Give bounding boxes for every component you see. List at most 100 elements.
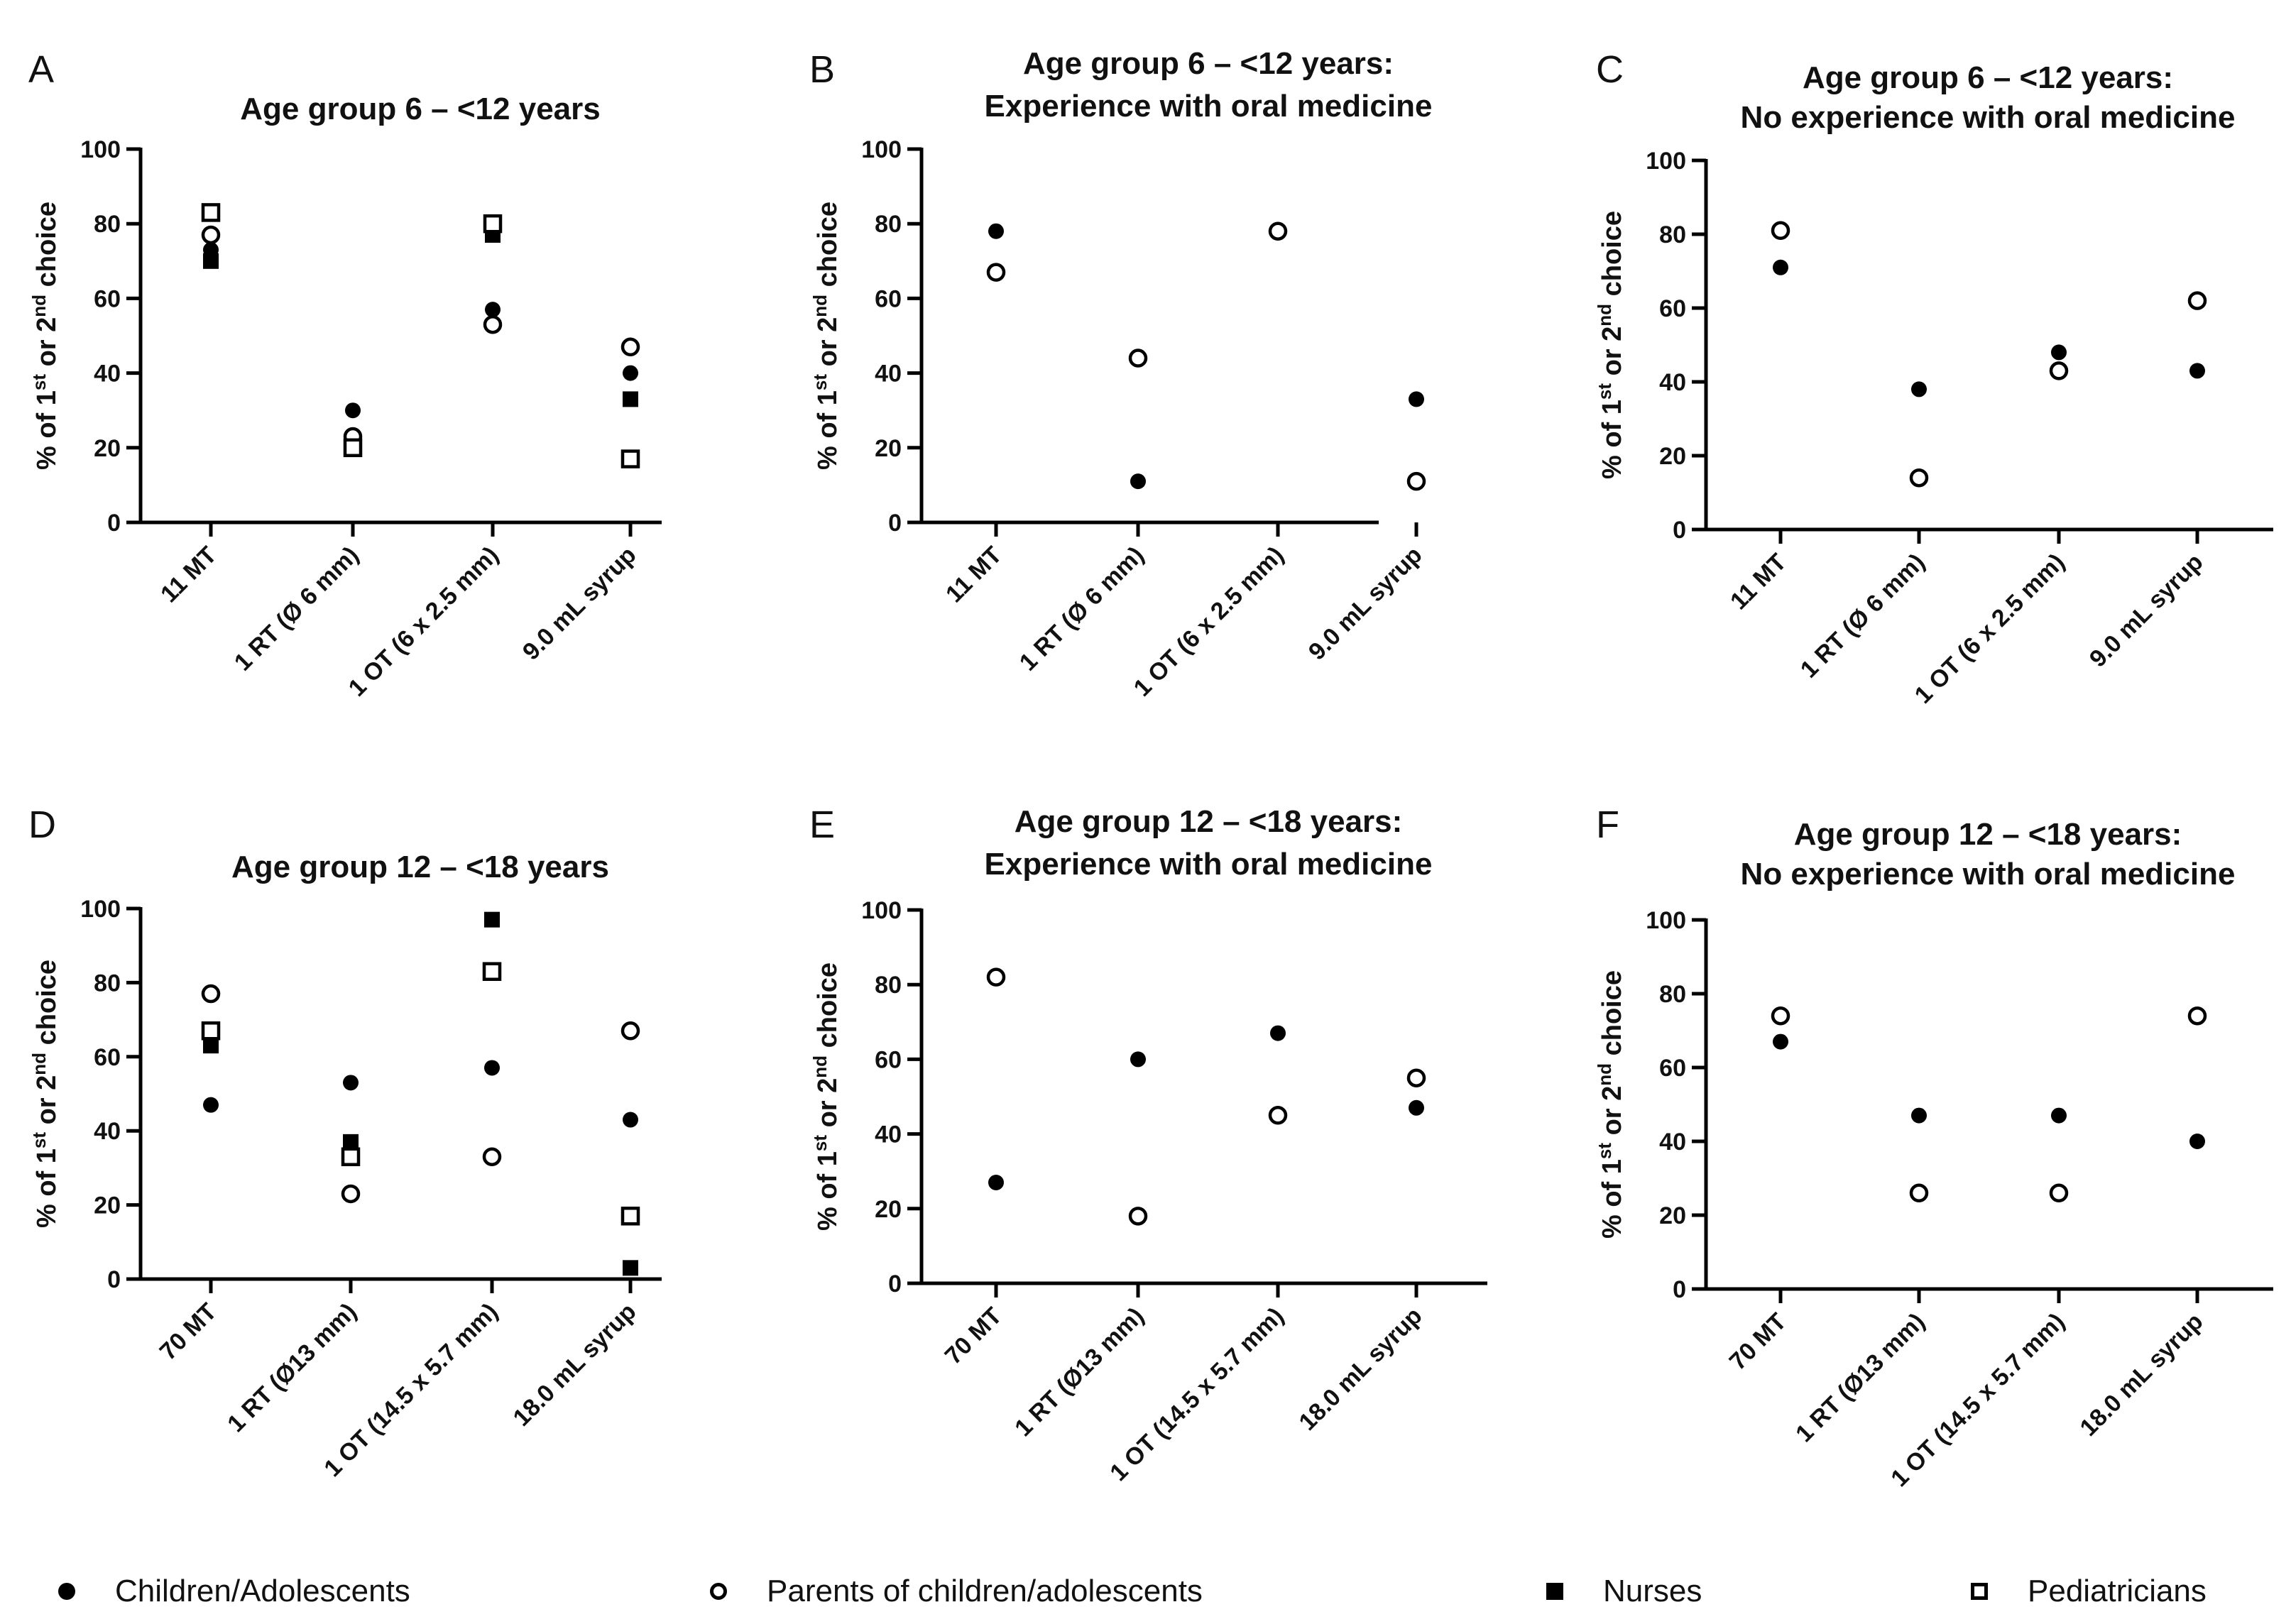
y-label-superscript: nd [809, 1055, 831, 1078]
data-point-parents [2187, 291, 2207, 310]
data-point-nurses [484, 911, 500, 928]
data-point-pediatricians [343, 438, 363, 458]
y-tick-label: 40 [875, 361, 902, 388]
data-point-pediatricians [620, 449, 640, 468]
x-tick-label: 9.0 mL syrup [2084, 549, 2209, 673]
y-tick-label: 60 [875, 285, 902, 312]
x-tick-label: 9.0 mL syrup [1303, 542, 1428, 666]
y-tick-label: 100 [80, 136, 121, 163]
data-point-pediatricians [201, 203, 221, 222]
y-label-superscript: st [1594, 1143, 1615, 1159]
data-point-children [1409, 1099, 1424, 1116]
data-point-nurses [343, 1134, 359, 1150]
y-tick-label: 0 [1673, 1276, 1686, 1303]
x-tick-label: 1 OT (6 x 2.5 mm) [1910, 549, 2070, 709]
y-label-part: choice [32, 202, 62, 295]
chart-title-line: Age group 12 – <18 years: [1015, 804, 1403, 839]
data-point-pediatricians [483, 214, 503, 234]
data-point-parents [620, 337, 640, 357]
y-label-part: % of 1 [32, 1148, 62, 1228]
data-point-parents [986, 263, 1006, 282]
x-tick-label: 1 RT (Ø13 mm) [1010, 1302, 1149, 1442]
panel-e: E Age group 12 – <18 years: Experience wit… [809, 803, 1487, 1486]
y-tick-label: 20 [1659, 1202, 1686, 1229]
chart-title-line: No experience with oral medicine [1741, 857, 2236, 891]
y-label-part: % of 1 [813, 390, 843, 470]
filled-square-marker [1546, 1583, 1563, 1600]
y-axis-label: % of 1st or 2nd choice [28, 960, 62, 1228]
x-tick-label: 1 RT (Ø 6 mm) [229, 542, 364, 676]
data-point-children [1409, 391, 1424, 407]
data-point-parents [1128, 1207, 1148, 1226]
y-label-superscript: nd [28, 1053, 50, 1075]
chart-title-line: Age group 12 – <18 years: [1794, 817, 2182, 852]
legend-label-children: Children/Adolescents [115, 1574, 410, 1608]
data-point-children [2189, 1134, 2205, 1149]
y-tick-label: 100 [1646, 148, 1686, 175]
y-tick-label: 20 [94, 435, 121, 462]
x-tick-label: 11 MT [1725, 549, 1792, 615]
y-tick-label: 100 [861, 136, 902, 163]
chart-title-line: Experience with oral medicine [985, 847, 1433, 882]
y-tick-label: 80 [94, 970, 121, 997]
x-tick-label: 1 OT (6 x 2.5 mm) [344, 542, 504, 702]
chart-title-line: No experience with oral medicine [1741, 100, 2236, 135]
chart-title-line: Age group 6 – <12 years: [1023, 46, 1394, 81]
data-point-parents [1128, 349, 1148, 368]
legend-label-parents: Parents of children/adolescents [767, 1574, 1203, 1608]
data-point-children [1773, 1033, 1788, 1050]
y-tick-label: 40 [94, 1118, 121, 1145]
data-point-parents [2049, 1183, 2069, 1203]
data-point-children [1270, 1025, 1286, 1041]
y-tick-label: 20 [875, 1196, 902, 1223]
data-point-parents [986, 967, 1006, 987]
x-tick-label: 1 RT (Ø 6 mm) [1015, 542, 1149, 676]
y-label-part: or 2 [813, 317, 843, 374]
chart-title-line: Age group 6 – <12 years: [1803, 60, 2173, 95]
y-tick-label: 0 [1673, 517, 1686, 544]
data-point-children [623, 1112, 638, 1128]
legend-label-pediatricians: Pediatricians [2028, 1574, 2207, 1608]
y-label-superscript: st [28, 1132, 50, 1148]
y-axis-label: % of 1st or 2nd choice [28, 202, 62, 470]
panel-a: A Age group 6 – <12 years 0 20 40 60 80 100 % of… [28, 48, 662, 702]
y-tick-label: 80 [875, 211, 902, 238]
x-tick-label: 18.0 mL syrup [1294, 1302, 1428, 1436]
data-point-parents [2187, 1006, 2207, 1026]
x-tick-label: 70 MT [1724, 1308, 1792, 1376]
y-tick-label: 20 [94, 1192, 121, 1219]
x-tick-label: 18.0 mL syrup [2075, 1308, 2209, 1442]
x-tick-label: 1 RT (Ø13 mm) [1790, 1308, 1930, 1448]
y-tick-label: 40 [1659, 369, 1686, 396]
x-tick-label: 11 MT [941, 542, 1007, 608]
data-point-pediatricians [482, 962, 502, 981]
data-point-children [1911, 1107, 1927, 1124]
y-label-part: choice [1597, 970, 1627, 1063]
filled-circle-marker [58, 1583, 75, 1600]
y-tick-label: 40 [1659, 1129, 1686, 1156]
panel-b: B Age group 6 – <12 years: Experience with… [809, 46, 1432, 702]
y-tick-label: 40 [875, 1121, 902, 1148]
data-point-pediatricians [201, 1021, 221, 1041]
y-tick-label: 20 [1659, 443, 1686, 470]
y-label-superscript: nd [1594, 1063, 1615, 1086]
y-label-part: or 2 [1597, 327, 1627, 383]
y-axis-label: % of 1st or 2nd choice [1594, 211, 1627, 479]
data-point-parents [201, 984, 221, 1004]
data-point-nurses [623, 1260, 638, 1276]
data-point-children [345, 402, 361, 419]
y-label-superscript: st [809, 374, 831, 390]
data-point-children [343, 1075, 359, 1091]
y-tick-label: 80 [1659, 981, 1686, 1008]
y-tick-label: 60 [1659, 295, 1686, 322]
y-label-part: or 2 [32, 1075, 62, 1132]
open-circle-marker [710, 1583, 727, 1600]
y-tick-label: 0 [888, 510, 902, 537]
panel-letter: C [1596, 48, 1624, 91]
x-tick-label: 70 MT [940, 1302, 1007, 1370]
data-point-parents [201, 225, 221, 245]
data-point-parents [483, 314, 503, 334]
y-tick-label: 40 [94, 361, 121, 388]
data-point-parents [1771, 1006, 1790, 1026]
y-label-part: % of 1 [813, 1151, 843, 1231]
